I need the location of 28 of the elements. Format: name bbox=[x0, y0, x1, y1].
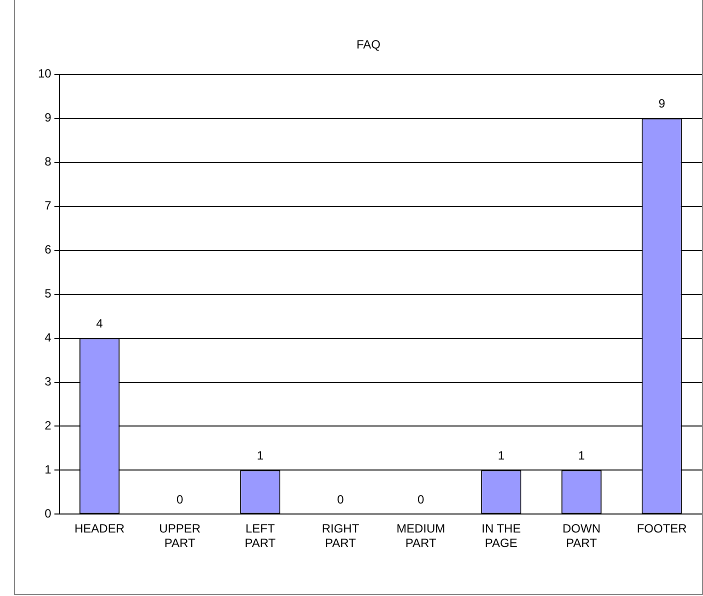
y-tick-label: 6 bbox=[44, 242, 52, 257]
x-tick-label: UPPER PART bbox=[159, 522, 201, 550]
data-label: 0 bbox=[337, 492, 344, 507]
y-tick-label: 3 bbox=[44, 374, 52, 389]
x-tick-label: FOOTER bbox=[636, 522, 688, 536]
y-tick-label: 7 bbox=[44, 198, 52, 213]
y-tick-label: 5 bbox=[44, 286, 52, 301]
y-tick-label: 2 bbox=[44, 418, 52, 433]
data-label: 0 bbox=[176, 492, 184, 507]
y-tick-label: 1 bbox=[44, 462, 52, 477]
x-tick-label: RIGHT PART bbox=[322, 522, 360, 550]
y-tick-label: 0 bbox=[44, 506, 52, 521]
x-tick-label: LEFT PART bbox=[244, 522, 276, 550]
y-tick-label: 10 bbox=[38, 66, 52, 81]
data-label: 1 bbox=[578, 448, 586, 463]
y-tick-label: 4 bbox=[44, 330, 52, 345]
data-label: 4 bbox=[96, 316, 104, 331]
data-label: 0 bbox=[417, 492, 424, 507]
chart-title: FAQ bbox=[356, 38, 381, 52]
y-tick-label: 8 bbox=[44, 154, 52, 169]
data-label: 1 bbox=[256, 448, 264, 463]
x-tick-label: IN THE PAGE bbox=[482, 522, 521, 550]
x-tick-label: MEDIUM PART bbox=[396, 522, 446, 550]
x-tick-label: HEADER bbox=[74, 522, 125, 536]
x-tick-label: DOWN PART bbox=[562, 522, 601, 550]
data-label: 9 bbox=[658, 96, 666, 111]
data-label: 1 bbox=[498, 448, 505, 463]
y-tick-label: 9 bbox=[44, 110, 52, 125]
